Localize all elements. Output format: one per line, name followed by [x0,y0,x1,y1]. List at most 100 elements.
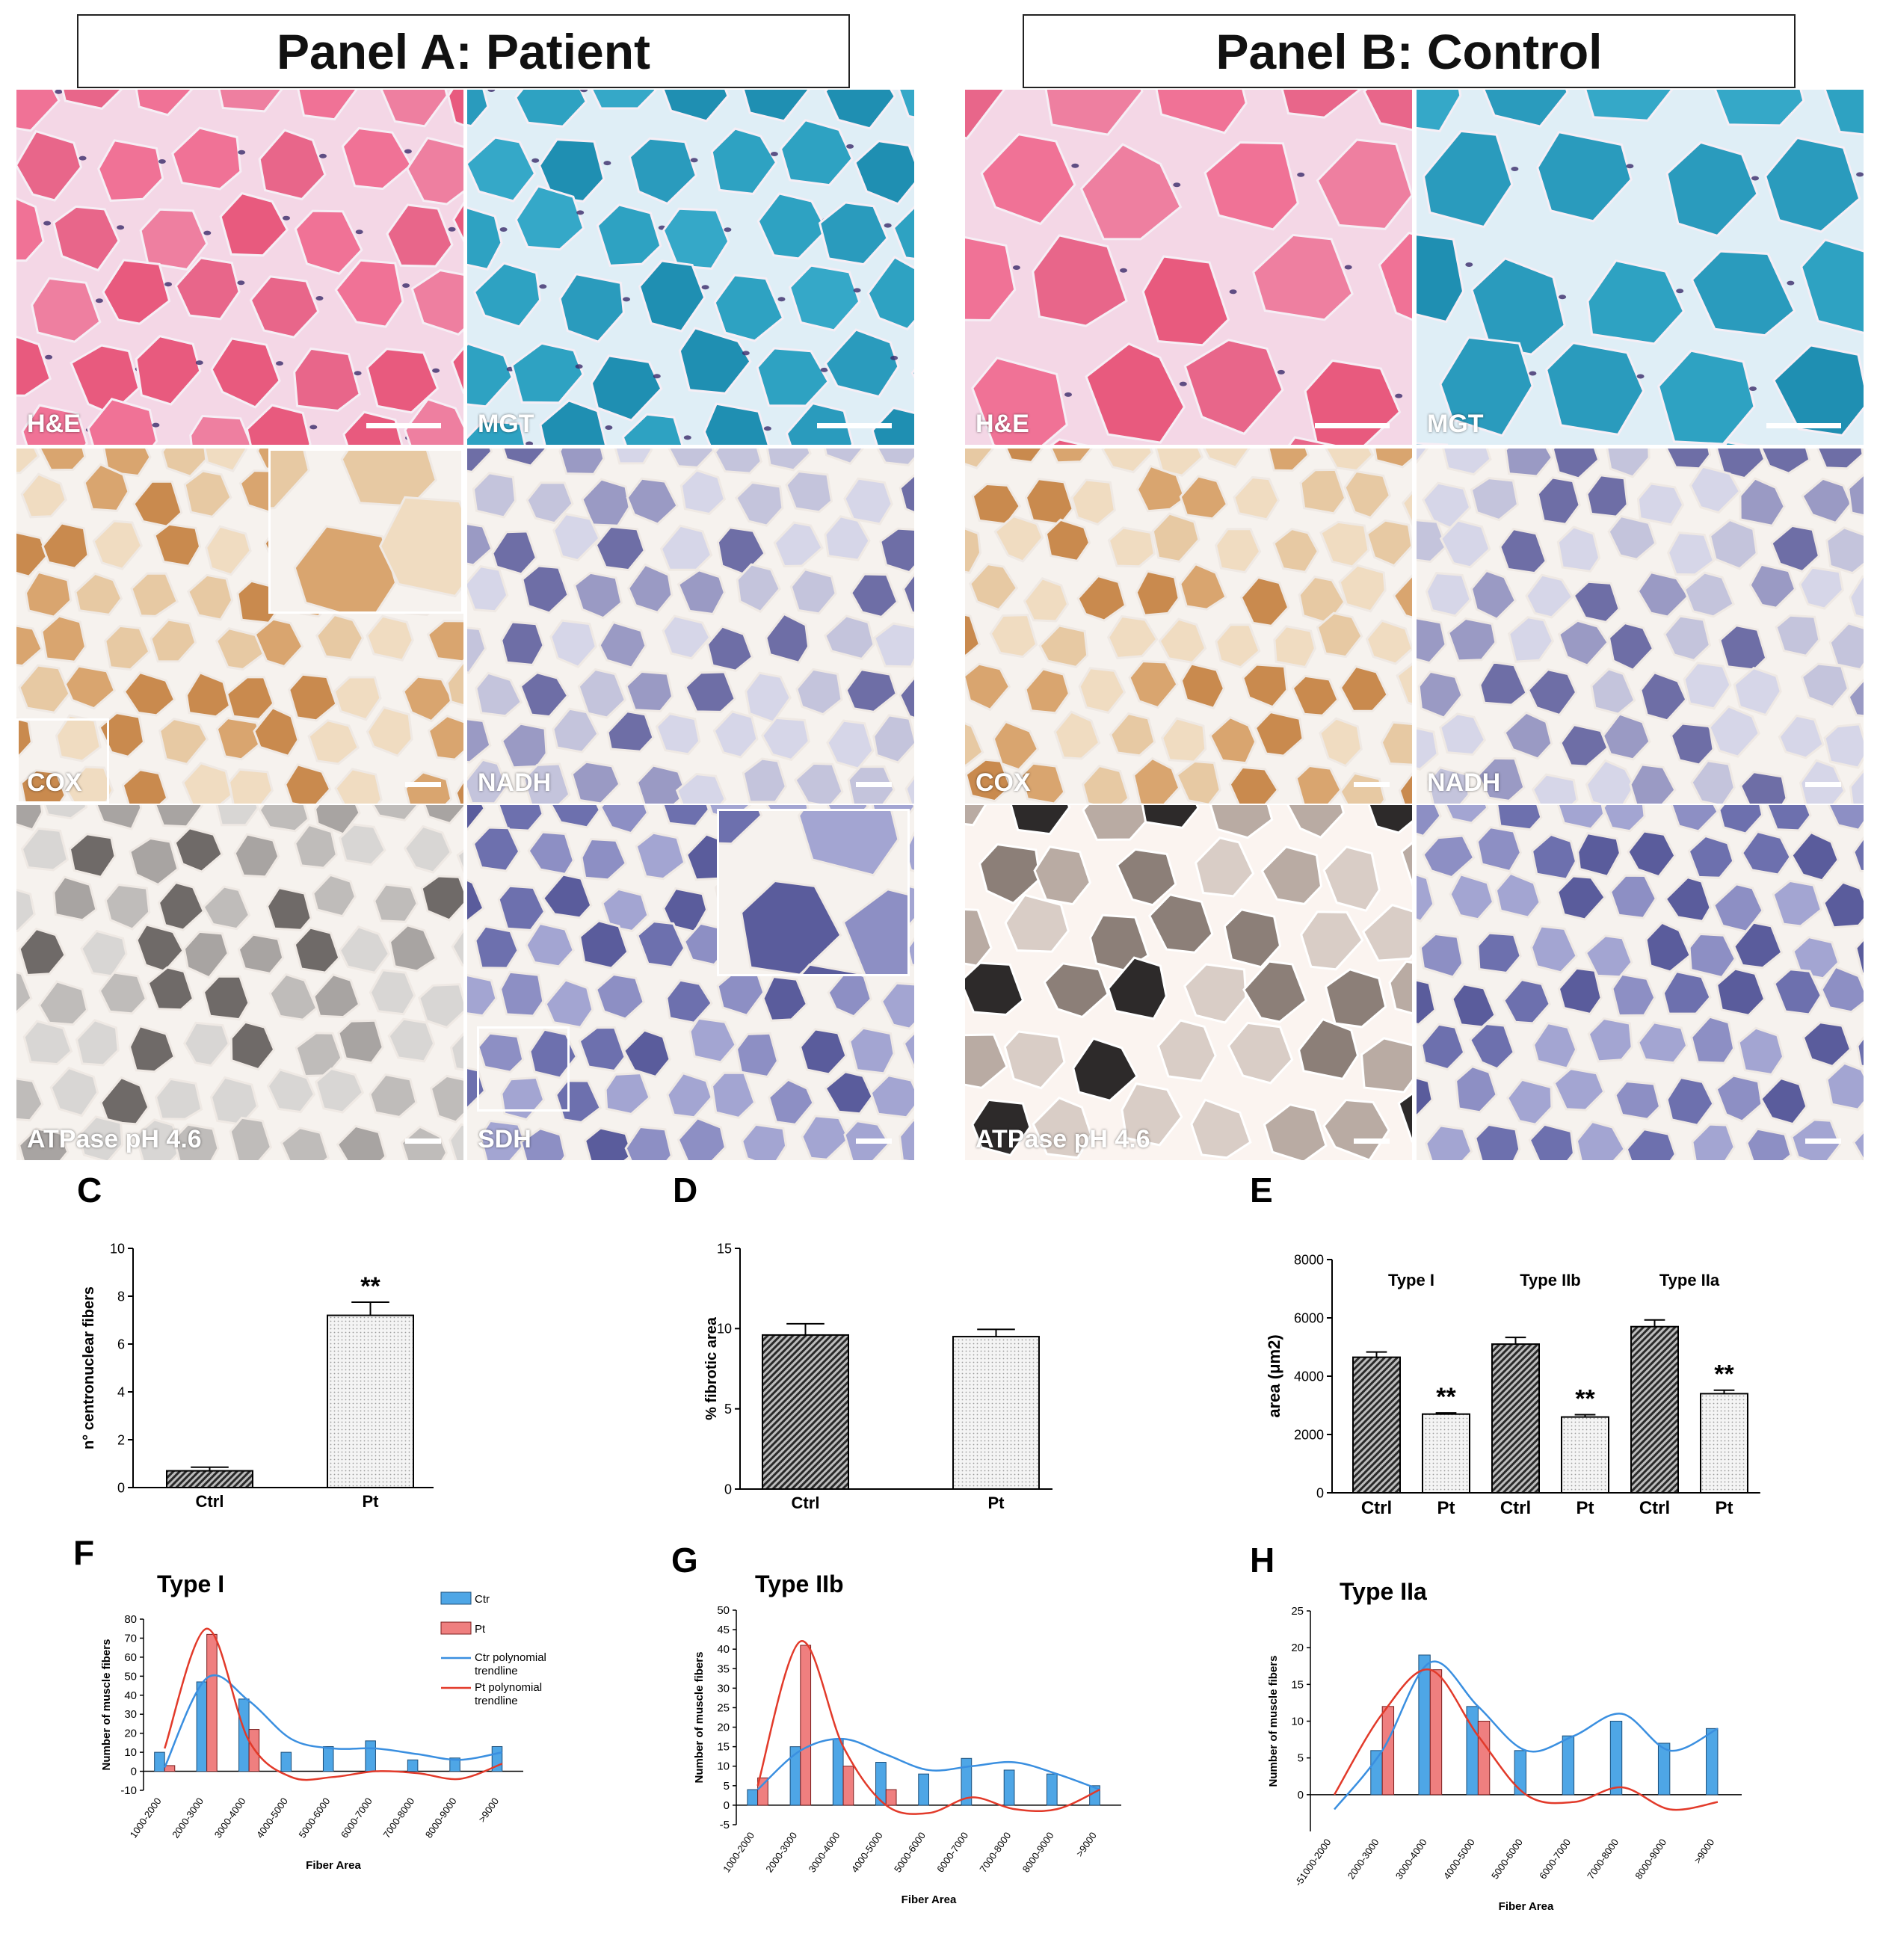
bar-pt [1429,1669,1443,1796]
x-tick-label: 7000-8000 [977,1830,1013,1875]
bar-pt [164,1765,176,1772]
stain-label: NADH [1427,768,1501,797]
y-tick-label: 5 [724,1780,730,1793]
stain-label: MGT [478,410,534,438]
stain-label: NADH [478,768,552,797]
bar-pt [842,1766,854,1806]
y-tick-label: 15 [1291,1678,1304,1691]
legend-label: Pt [475,1623,486,1636]
panel-a-title: Panel A: Patient [77,14,850,88]
x-tick-label: 6000-7000 [1537,1837,1573,1882]
y-tick-label: 30 [124,1708,137,1721]
category-label: Ctrl [792,1494,820,1512]
y-tick-label: 10 [717,1760,730,1773]
y-tick-label: 4 [117,1384,125,1399]
y-tick-label: 4000 [1294,1369,1324,1384]
micrograph-a-cox: COX [16,449,463,804]
bar-ctr [322,1745,334,1772]
scale-bar [1354,1138,1390,1144]
y-tick-label: 8 [117,1289,125,1304]
x-tick-label: 1000-2000 [721,1830,756,1875]
y-tick-label: 5 [724,1402,732,1417]
y-axis-label: % fibrotic area [703,1316,720,1420]
x-tick-label: 4000-5000 [254,1796,290,1840]
bar-ctr [747,1789,759,1806]
y-tick-label: 50 [717,1604,730,1617]
bar-ctr [1003,1769,1015,1806]
bar [1630,1325,1679,1494]
panel-label-d: D [673,1171,698,1209]
group-label: Type I [1388,1271,1434,1289]
bar-pt [206,1633,218,1772]
x-tick-label: 7000-8000 [380,1796,416,1840]
x-tick-label: 5000-6000 [1489,1837,1525,1882]
y-axis-label: Number of muscle fibers [1267,1656,1280,1787]
category-label: Ctrl [1639,1498,1670,1518]
bar [952,1336,1040,1490]
chart-g-type-iib: Type IIb -5 0 5 10 15 20 25 30 35 40 45 50 Number of … [693,1571,1121,1906]
trendline-pt [756,1640,1100,1815]
bar-ctr [875,1762,887,1806]
y-tick-label: 0 [117,1480,125,1495]
y-tick-label: 6000 [1294,1310,1324,1325]
y-tick-label: 15 [717,1241,732,1256]
scale-bar [856,1138,892,1144]
stain-label: MGT [1427,410,1484,438]
x-tick-label: 5000-6000 [892,1830,928,1875]
bar-ctr [789,1746,801,1806]
bar-ctr [1370,1750,1383,1796]
y-tick-label: 80 [124,1613,137,1626]
legend-label: Ctr polynomial [475,1651,546,1664]
bar-pt [885,1789,897,1806]
panel-label-c: C [77,1171,102,1209]
y-axis-label: Number of muscle fibers [100,1639,113,1771]
chart-d-fibrotic: 0 5 10 15 % fibrotic area Ctrl Pt [703,1241,1052,1512]
category-label: Pt [1716,1498,1733,1518]
y-tick-label: 0 [1298,1789,1304,1802]
x-tick-label: >9000 [476,1796,501,1825]
micrograph-a-he: H&E [16,90,463,445]
y-tick-label: 0 [1316,1485,1324,1500]
bar [762,1334,849,1490]
y-tick-label: 10 [124,1746,137,1759]
micrograph-a-sdh: SDH [467,805,914,1160]
scale-bar [1805,782,1841,787]
micrograph-a-nadh: NADH [467,449,914,804]
y-tick-label: 8000 [1294,1252,1324,1267]
chart-h-type-iia: Type IIa 0 5 10 15 20 25 Number of muscle fiber… [1267,1578,1742,1913]
bar-ctr [1514,1750,1527,1796]
chart-c-centronuclear: 0 2 4 6 8 10 n° centronuclear fibers Ctrl Pt ** [81,1241,434,1511]
micrograph-b-atp: ATPase pH 4.6 [965,805,1412,1160]
x-tick-label: 6000-7000 [339,1796,375,1840]
bar [327,1314,414,1488]
x-tick-label: 6000-7000 [934,1830,970,1875]
scale-bar [366,423,441,428]
trendline-ctr [756,1737,1100,1791]
y-tick-label: 15 [717,1741,730,1754]
y-tick-label: 60 [124,1651,137,1664]
scale-bar [1766,423,1841,428]
stain-label: H&E [27,410,81,438]
stain-label: SDH [478,1125,531,1153]
bar [1700,1393,1748,1494]
x-tick-label: 5000-6000 [297,1796,333,1840]
y-tick-label: 10 [1291,1716,1304,1728]
significance-mark: ** [360,1272,380,1301]
x-tick-label: >9000 [1692,1837,1716,1866]
y-tick-label: 20 [1291,1642,1304,1654]
x-tick-label: 1000-2000 [128,1796,164,1840]
legend-label: Ctr [475,1593,490,1606]
stain-label: H&E [976,410,1029,438]
significance-mark: ** [1436,1383,1456,1411]
y-tick-label: 0 [131,1766,137,1778]
x-tick-label: 8000-9000 [1020,1830,1056,1875]
stain-label: COX [976,768,1031,797]
x-axis-label: Fiber Area [901,1893,957,1906]
bar-pt [800,1645,812,1806]
x-tick-label: 8000-9000 [423,1796,459,1840]
bar [1422,1413,1470,1494]
y-tick-label: 10 [717,1322,732,1337]
y-tick-label: 25 [1291,1605,1304,1618]
trendline-pt [1333,1668,1719,1811]
